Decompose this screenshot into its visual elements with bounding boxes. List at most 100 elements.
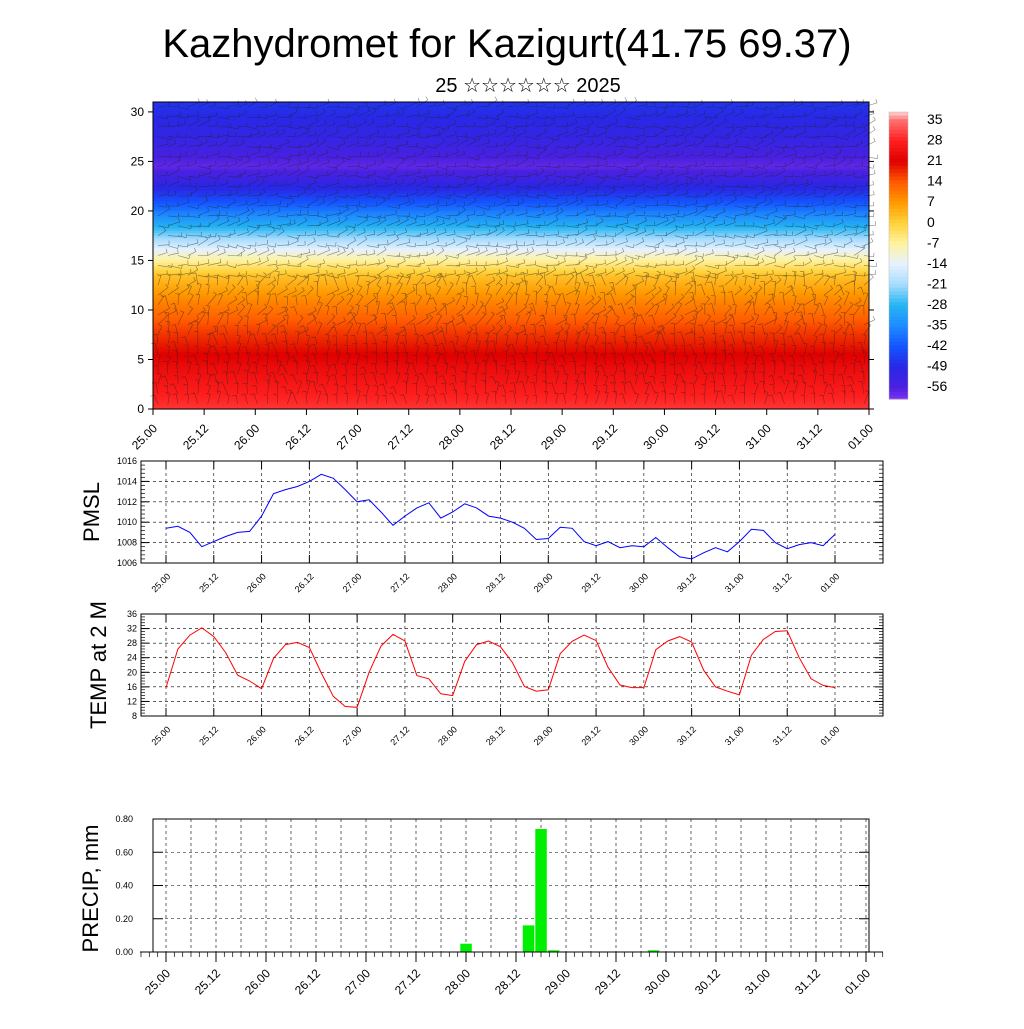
wind-barb — [297, 274, 307, 286]
wind-barb — [237, 200, 248, 207]
wind-barb — [336, 203, 348, 208]
y-tick-label: 16 — [127, 682, 137, 692]
wind-barb — [302, 372, 308, 385]
wind-barb — [456, 110, 470, 118]
wind-barb — [843, 158, 853, 167]
wind-barb — [489, 340, 497, 355]
wind-barb — [496, 220, 505, 227]
wind-barb — [615, 197, 625, 207]
wind-barb — [837, 373, 845, 385]
wind-barb — [306, 195, 319, 207]
x-tick-label: 27.12 — [388, 724, 411, 747]
wind-barb — [684, 265, 696, 276]
wind-barb — [625, 255, 640, 260]
wind-barb — [733, 275, 738, 286]
wind-barb — [853, 297, 862, 306]
wind-barb — [794, 302, 801, 316]
wind-barb — [187, 266, 199, 276]
wind-barb — [824, 259, 834, 266]
wind-barb — [436, 242, 447, 247]
wind-barb — [184, 394, 190, 405]
wind-barb — [237, 342, 242, 355]
wind-barb — [197, 233, 211, 239]
wind-barb — [213, 325, 218, 335]
wind-barb — [575, 225, 588, 236]
wind-barb — [821, 315, 826, 325]
wind-barb — [359, 373, 368, 385]
wind-barb — [157, 152, 172, 158]
wind-barb — [277, 219, 291, 227]
wind-barb — [704, 314, 711, 325]
wind-barb — [257, 201, 267, 207]
wind-barb — [782, 275, 788, 286]
heat-band — [153, 213, 869, 217]
wind-barb — [326, 102, 340, 108]
wind-barb — [287, 237, 299, 246]
wind-barb — [535, 221, 546, 227]
wind-barb — [824, 208, 835, 217]
wind-barb — [515, 258, 526, 266]
wind-barb — [591, 322, 597, 335]
colorbar-segment — [889, 262, 908, 267]
wind-barb — [565, 118, 578, 128]
wind-barb — [574, 342, 579, 355]
wind-barb — [406, 152, 416, 157]
colorbar-segment — [889, 112, 908, 117]
y-tick-label: 24 — [127, 653, 137, 663]
heat-band — [153, 156, 869, 160]
wind-barb — [366, 214, 382, 219]
wind-barb — [585, 263, 598, 268]
wind-barb — [277, 138, 290, 147]
heat-band — [153, 186, 869, 190]
wind-barb — [455, 274, 460, 286]
wind-barb — [346, 293, 354, 306]
wind-barb — [297, 165, 310, 177]
wind-barb — [437, 272, 447, 286]
wind-barb — [792, 270, 797, 286]
wind-barb — [594, 334, 599, 345]
wind-barb — [264, 354, 269, 365]
wind-barb — [495, 147, 507, 157]
colorbar-segment — [889, 330, 908, 335]
wind-barb — [635, 277, 645, 286]
wind-barb — [605, 175, 621, 181]
wind-barb — [692, 353, 697, 365]
colorbar-segment — [889, 352, 908, 357]
wind-barb — [412, 284, 418, 296]
heat-band — [153, 322, 869, 326]
wind-barb — [476, 123, 488, 128]
wind-barb — [554, 370, 560, 385]
wind-barb — [794, 223, 805, 228]
wind-barb — [376, 275, 382, 286]
wind-barb — [814, 254, 825, 259]
wind-barb — [396, 238, 411, 246]
wind-barb — [504, 334, 509, 345]
colorbar-segment — [889, 266, 908, 271]
wind-barb — [436, 215, 451, 220]
wind-barb — [326, 196, 338, 207]
wind-barb — [197, 113, 211, 119]
wind-barb — [824, 238, 833, 246]
wind-barb — [203, 352, 208, 365]
wind-barb — [712, 332, 717, 345]
wind-barb — [237, 303, 246, 316]
wind-barb — [207, 232, 217, 238]
wind-barb — [495, 276, 503, 286]
wind-barb — [694, 133, 706, 139]
wind-barb — [632, 341, 638, 355]
wind-barb — [193, 345, 199, 355]
wind-barb — [277, 167, 287, 177]
wind-barb — [633, 313, 638, 325]
wind-barb — [635, 253, 646, 258]
wind-barb — [588, 274, 596, 286]
wind-barb — [356, 260, 366, 266]
wind-barb — [615, 323, 621, 335]
wind-barb — [177, 151, 187, 157]
wind-barb — [376, 182, 386, 188]
wind-barb — [692, 364, 698, 375]
wind-barb — [396, 109, 405, 118]
wind-barb — [433, 344, 439, 355]
wind-barb — [363, 305, 369, 315]
wind-barb — [754, 137, 764, 147]
wind-barb — [247, 208, 255, 217]
